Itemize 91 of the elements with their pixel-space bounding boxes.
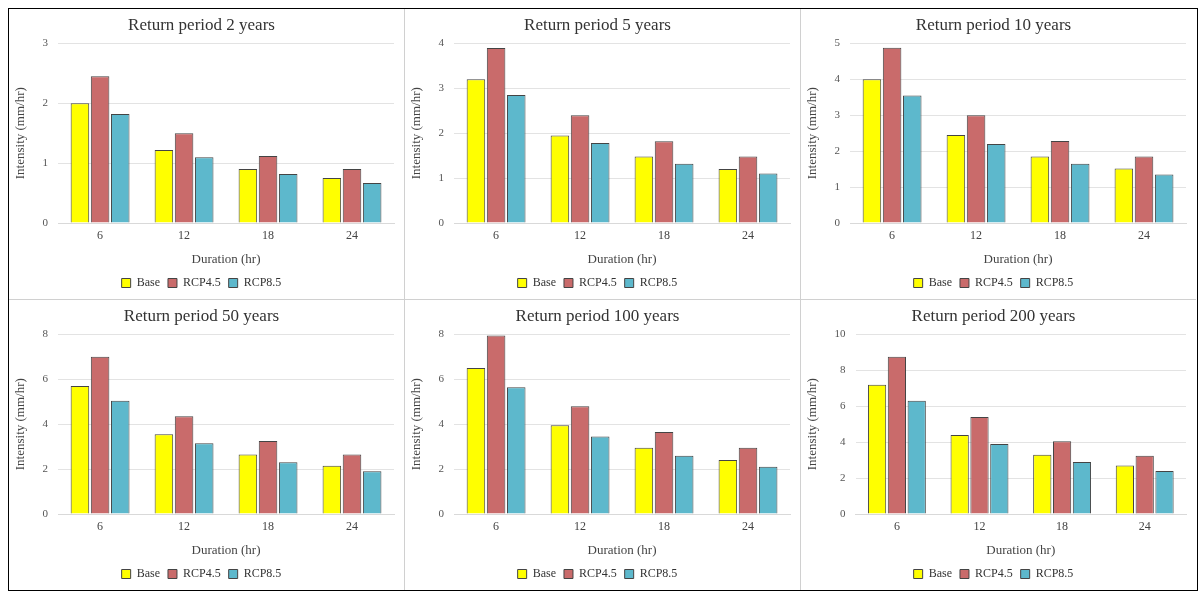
x-tick-label: 18 xyxy=(658,519,671,534)
legend-label: Base xyxy=(532,566,556,581)
legend-label: RCP4.5 xyxy=(578,566,617,581)
y-tick-label: 6 xyxy=(42,372,49,385)
chart-title: Return period 200 years xyxy=(911,305,1076,325)
y-tick-label: 6 xyxy=(840,399,847,412)
chart-title: Return period 2 years xyxy=(128,14,275,34)
y-tick-label: 0 xyxy=(834,215,841,228)
x-tick-label: 18 xyxy=(658,228,671,243)
y-tick-label: 3 xyxy=(438,81,445,94)
y-tick-label: 0 xyxy=(438,215,445,228)
legend-label: RCP4.5 xyxy=(974,275,1013,290)
x-axis-title: Duration (hr) xyxy=(587,250,657,266)
y-tick-label: 1 xyxy=(42,156,49,169)
legend-label: RCP8.5 xyxy=(243,566,282,581)
x-tick-label: 24 xyxy=(346,519,359,534)
legend-label: RCP8.5 xyxy=(243,275,282,290)
y-tick-label: 8 xyxy=(438,327,445,340)
y-tick-label: 2 xyxy=(42,96,49,109)
legend-label: Base xyxy=(928,275,952,290)
legend-label: Base xyxy=(532,275,556,290)
x-tick-label: 24 xyxy=(1138,228,1151,243)
x-tick-label: 12 xyxy=(973,519,986,534)
x-tick-label: 18 xyxy=(262,228,275,243)
legend-label: RCP4.5 xyxy=(182,275,221,290)
legend-label: Base xyxy=(136,275,160,290)
chart-title: Return period 10 years xyxy=(915,14,1072,34)
legend-label: Base xyxy=(136,566,160,581)
x-tick-label: 18 xyxy=(1056,519,1069,534)
legend-label: RCP4.5 xyxy=(974,566,1013,581)
y-tick-label: 1 xyxy=(438,170,445,183)
x-axis-title: Duration (hr) xyxy=(587,541,657,557)
y-axis-title: Intensity (mm/hr) xyxy=(408,87,424,180)
y-tick-label: 0 xyxy=(840,506,847,519)
y-tick-label: 2 xyxy=(840,470,846,483)
x-tick-label: 24 xyxy=(742,228,755,243)
x-tick-label: 6 xyxy=(97,519,104,534)
y-tick-label: 0 xyxy=(42,506,49,519)
legend-label: RCP8.5 xyxy=(639,566,678,581)
y-tick-label: 3 xyxy=(834,108,841,121)
y-tick-label: 8 xyxy=(840,363,847,376)
y-axis-title: Intensity (mm/hr) xyxy=(12,378,28,471)
legend-label: RCP8.5 xyxy=(1035,275,1074,290)
x-tick-label: 24 xyxy=(1138,519,1151,534)
x-tick-label: 12 xyxy=(178,519,191,534)
y-tick-label: 6 xyxy=(438,372,445,385)
y-axis-title: Intensity (mm/hr) xyxy=(804,87,820,180)
y-tick-label: 3 xyxy=(42,36,49,49)
legend-label: Base xyxy=(928,566,952,581)
x-tick-label: 6 xyxy=(889,228,896,243)
x-tick-label: 6 xyxy=(493,228,500,243)
x-tick-label: 12 xyxy=(178,228,191,243)
x-tick-label: 24 xyxy=(346,228,359,243)
y-tick-label: 4 xyxy=(42,417,49,430)
x-tick-label: 18 xyxy=(262,519,275,534)
x-axis-title: Duration (hr) xyxy=(191,250,261,266)
y-tick-label: 8 xyxy=(42,327,49,340)
chart-title: Return period 50 years xyxy=(123,305,280,325)
y-tick-label: 0 xyxy=(42,215,49,228)
y-tick-label: 4 xyxy=(840,435,847,448)
y-tick-label: 2 xyxy=(438,126,445,139)
x-tick-label: 6 xyxy=(97,228,104,243)
legend-label: RCP4.5 xyxy=(578,275,617,290)
x-tick-label: 12 xyxy=(970,228,983,243)
y-tick-label: 1 xyxy=(834,179,841,192)
x-axis-title: Duration (hr) xyxy=(983,250,1053,266)
x-tick-label: 12 xyxy=(574,228,587,243)
legend-label: RCP8.5 xyxy=(1035,566,1074,581)
y-axis-title: Intensity (mm/hr) xyxy=(408,378,424,471)
y-axis-title: Intensity (mm/hr) xyxy=(12,87,28,180)
y-tick-label: 4 xyxy=(834,72,841,85)
x-axis-title: Duration (hr) xyxy=(986,541,1056,557)
y-tick-label: 0 xyxy=(438,506,445,519)
y-tick-label: 2 xyxy=(438,461,445,474)
y-tick-label: 5 xyxy=(834,36,841,49)
x-axis-title: Duration (hr) xyxy=(191,541,261,557)
chart-title: Return period 5 years xyxy=(524,14,671,34)
chart-title: Return period 100 years xyxy=(515,305,680,325)
x-tick-label: 6 xyxy=(493,519,500,534)
legend-label: RCP8.5 xyxy=(639,275,678,290)
y-tick-label: 4 xyxy=(438,36,445,49)
y-tick-label: 2 xyxy=(42,461,49,474)
x-tick-label: 18 xyxy=(1054,228,1067,243)
x-tick-label: 12 xyxy=(574,519,587,534)
y-axis-title: Intensity (mm/hr) xyxy=(804,378,820,471)
x-tick-label: 6 xyxy=(893,519,900,534)
y-tick-label: 2 xyxy=(834,144,841,157)
x-tick-label: 24 xyxy=(742,519,755,534)
y-tick-label: 4 xyxy=(438,417,445,430)
y-tick-label: 10 xyxy=(834,327,847,340)
legend-label: RCP4.5 xyxy=(182,566,221,581)
